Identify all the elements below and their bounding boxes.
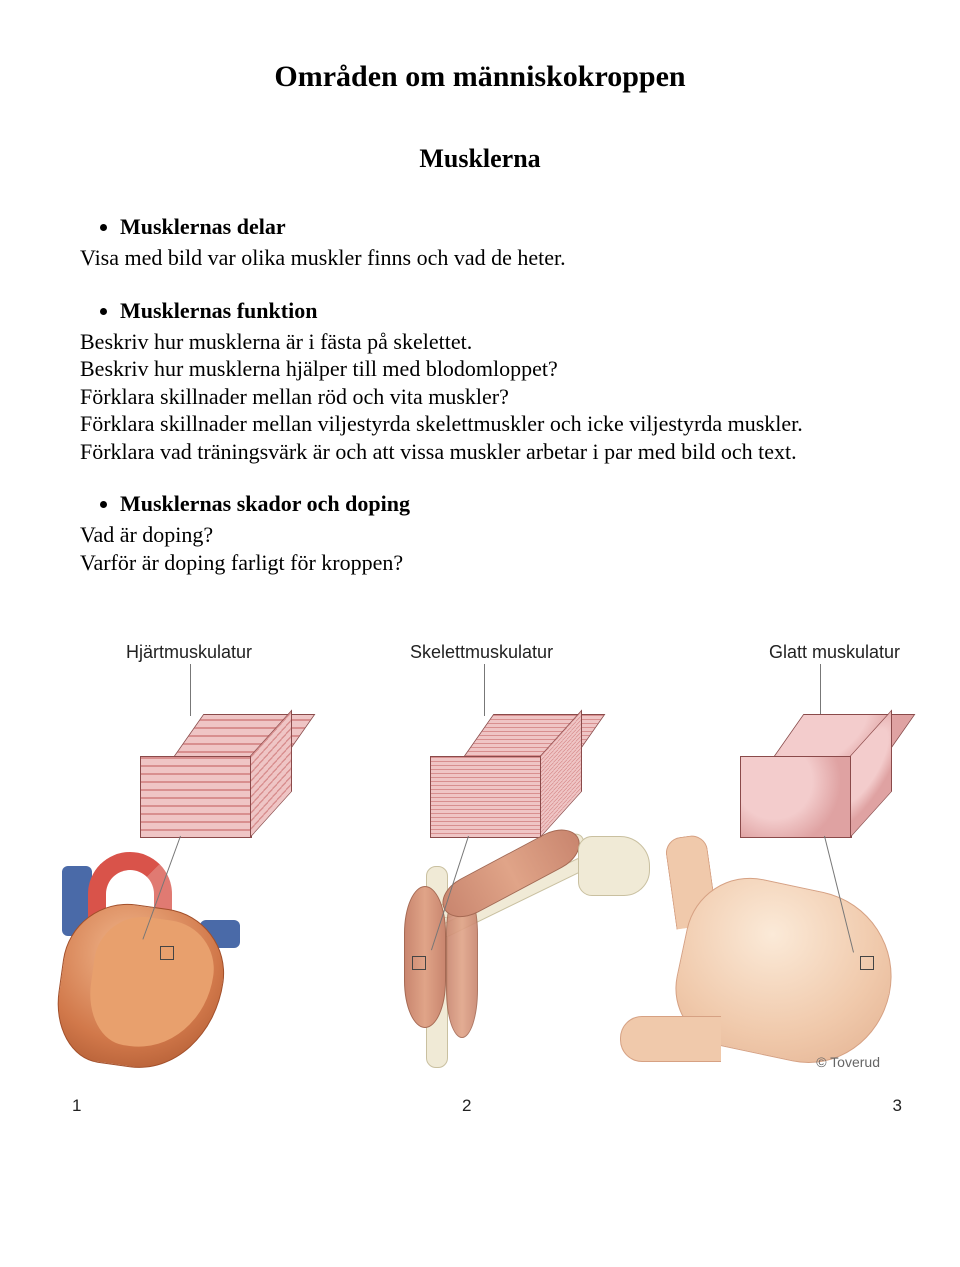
image-credit: © Toverud — [816, 1054, 880, 1070]
body-text: Förklara skillnader mellan röd och vita … — [80, 383, 880, 411]
arm-illustration — [400, 846, 640, 1086]
body-text: Vad är doping? — [80, 521, 880, 549]
heading-delar: Musklernas delar — [120, 214, 880, 240]
body-text: Visa med bild var olika muskler finns oc… — [80, 244, 880, 272]
section-doping: Musklernas skador och doping Vad är dopi… — [80, 491, 880, 576]
heading-funktion: Musklernas funktion — [120, 298, 880, 324]
body-text: Beskriv hur musklerna hjälper till med b… — [80, 355, 880, 383]
figure-number-3: 3 — [893, 1096, 902, 1116]
heading-doping: Musklernas skador och doping — [120, 491, 880, 517]
leader-line — [484, 664, 485, 716]
section-funktion: Musklernas funktion Beskriv hur musklern… — [80, 298, 880, 466]
body-text: Beskriv hur musklerna är i fästa på skel… — [80, 328, 880, 356]
figure-number-1: 1 — [72, 1096, 81, 1116]
label-smooth-muscle: Glatt muskulatur — [769, 642, 900, 663]
body-text: Förklara skillnader mellan viljestyrda s… — [80, 410, 880, 438]
section-delar: Musklernas delar Visa med bild var olika… — [80, 214, 880, 272]
figure-number-2: 2 — [462, 1096, 471, 1116]
body-text: Förklara vad träningsvärk är och att vis… — [80, 438, 880, 466]
page-subtitle: Musklerna — [80, 144, 880, 174]
muscle-types-diagram: Hjärtmuskulatur Skelettmuskulatur Glatt … — [80, 646, 880, 1116]
leader-line — [190, 664, 191, 716]
label-heart-muscle: Hjärtmuskulatur — [126, 642, 252, 663]
label-skeletal-muscle: Skelettmuskulatur — [410, 642, 553, 663]
body-text: Varför är doping farligt för kroppen? — [80, 549, 880, 577]
heart-illustration — [40, 876, 240, 1086]
page-title: Områden om människokroppen — [80, 60, 880, 94]
leader-line — [820, 664, 821, 716]
